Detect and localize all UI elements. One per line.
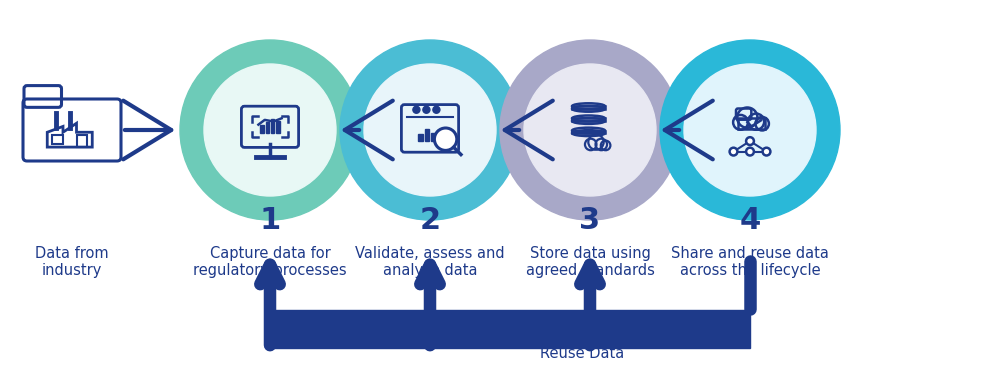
Text: Store data using
agreed standards: Store data using agreed standards	[525, 246, 654, 279]
Circle shape	[433, 106, 440, 113]
Circle shape	[423, 106, 430, 113]
Text: 3: 3	[580, 206, 601, 235]
Circle shape	[684, 64, 816, 196]
Bar	[437, 130, 442, 141]
Bar	[572, 131, 605, 133]
Text: Validate, assess and
analyse data: Validate, assess and analyse data	[355, 246, 504, 279]
Circle shape	[746, 137, 754, 145]
Bar	[52, 134, 63, 144]
Bar	[431, 133, 435, 141]
Bar	[276, 121, 279, 133]
Circle shape	[500, 40, 680, 220]
Bar	[424, 129, 429, 141]
Text: Share and reuse data
across the lifecycle: Share and reuse data across the lifecycl…	[671, 246, 828, 279]
Circle shape	[729, 148, 737, 155]
Text: Data from
industry: Data from industry	[36, 246, 109, 279]
Circle shape	[340, 40, 520, 220]
Text: 4: 4	[739, 206, 761, 235]
Text: 2: 2	[419, 206, 441, 235]
Circle shape	[204, 64, 336, 196]
Circle shape	[524, 64, 656, 196]
Bar	[261, 125, 264, 133]
Circle shape	[746, 148, 754, 155]
Bar	[270, 310, 750, 348]
Circle shape	[660, 40, 840, 220]
Bar	[271, 119, 275, 133]
Bar	[572, 106, 605, 109]
Circle shape	[763, 148, 770, 155]
Text: 1: 1	[260, 206, 280, 235]
Bar	[77, 134, 87, 147]
Text: Capture data for
regulatory processes: Capture data for regulatory processes	[193, 246, 347, 279]
Bar	[572, 118, 605, 121]
Bar	[266, 122, 270, 133]
Bar	[418, 134, 423, 141]
Text: Reuse Data: Reuse Data	[540, 346, 624, 362]
Circle shape	[180, 40, 360, 220]
Circle shape	[434, 128, 457, 150]
Circle shape	[364, 64, 496, 196]
Circle shape	[413, 106, 420, 113]
